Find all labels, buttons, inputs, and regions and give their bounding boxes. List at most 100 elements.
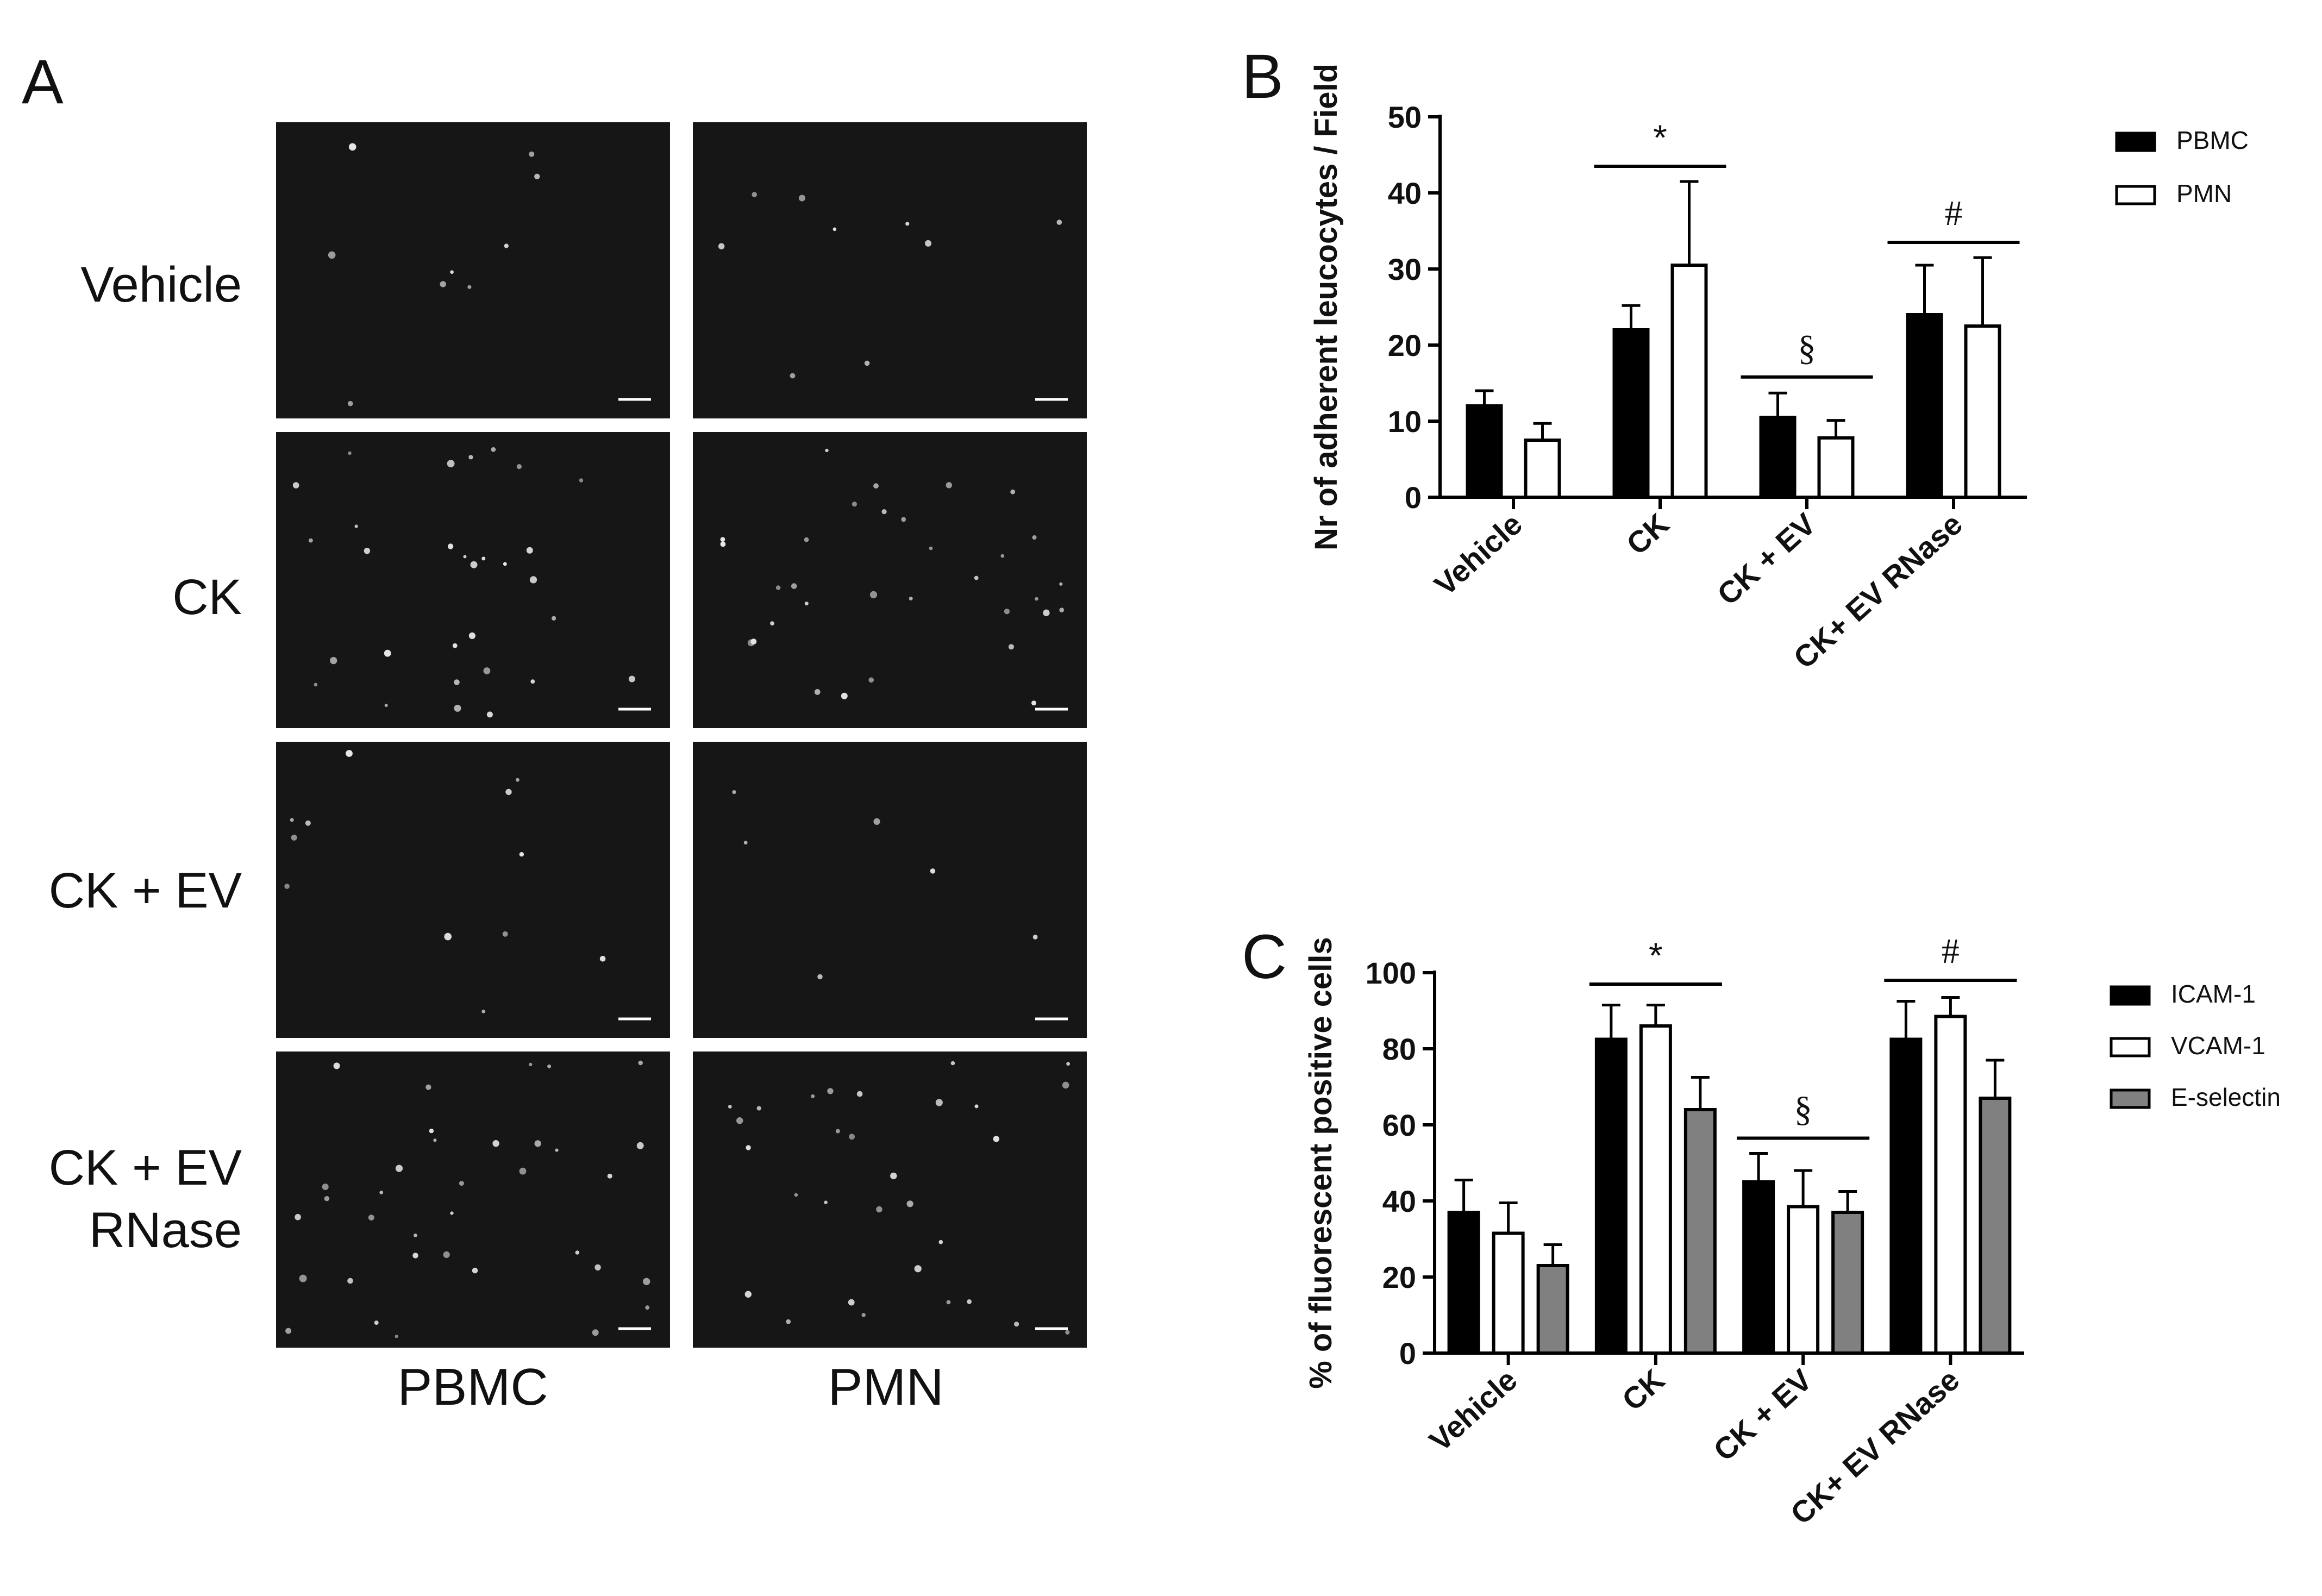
panel-c-bar (1742, 1180, 1775, 1355)
fluorescent-cell (827, 1088, 834, 1094)
fluorescent-cell (575, 1250, 580, 1255)
column-label-pmn: PMN (828, 1358, 943, 1416)
fluorescent-cell (890, 1172, 897, 1180)
panel-c-legend-swatch (2110, 985, 2151, 1006)
row-label-vehicle: Vehicle (80, 257, 242, 312)
panel-c-y-tick-label: 80 (1382, 1032, 1416, 1066)
fluorescent-cell (346, 750, 353, 757)
micrograph-ck-ev-pmn (693, 742, 1087, 1038)
fluorescent-cell (330, 657, 337, 665)
panel-c-bar (1536, 1264, 1569, 1355)
panel-b-significance-symbol: * (1653, 117, 1667, 158)
fluorescent-cell (505, 788, 512, 796)
fluorescent-cell (930, 868, 936, 874)
fluorescent-cell (530, 679, 535, 684)
micrograph-background (276, 432, 670, 728)
fluorescent-cell (825, 448, 829, 453)
fluorescent-cell (804, 537, 809, 542)
fluorescent-cell (905, 222, 910, 226)
fluorescent-cell (516, 778, 520, 782)
panel-c-bar (1787, 1205, 1820, 1355)
fluorescent-cell (379, 1191, 384, 1194)
fluorescent-cell (736, 1117, 743, 1124)
fluorescent-cell (869, 591, 878, 598)
panel-b-significance-symbol: § (1798, 328, 1816, 368)
fluorescent-cell (1056, 220, 1062, 225)
fluorescent-cell (429, 1128, 434, 1134)
panel-b-legend-label: PMN (2176, 179, 2232, 208)
panel-b-bar (1817, 436, 1855, 499)
panel-b-y-tick-label: 0 (1405, 480, 1422, 515)
row-label-ck-ev-rnase-line1: CK + EV (49, 1140, 242, 1196)
fluorescent-cell (848, 1299, 855, 1306)
micrograph-vehicle-pmn (693, 122, 1087, 418)
fluorescent-cell (348, 451, 352, 455)
panel-b-bar (1524, 439, 1561, 499)
fluorescent-cell (481, 556, 486, 561)
panel-c-bar (1639, 1024, 1672, 1355)
fluorescent-cell (1014, 1322, 1019, 1327)
fluorescent-cell (1032, 535, 1037, 540)
fluorescent-cell (552, 616, 556, 621)
fluorescent-cell (395, 1335, 398, 1338)
fluorescent-cell (974, 575, 979, 580)
panel-c-bar (1979, 1097, 2012, 1355)
fluorescent-cell (347, 1278, 353, 1284)
fluorescent-cell (579, 478, 584, 483)
micrograph-background (276, 1052, 670, 1348)
fluorescent-cell (881, 509, 887, 515)
fluorescent-cell (1062, 1081, 1069, 1089)
fluorescent-cell (841, 692, 848, 699)
fluorescent-cell (444, 932, 452, 941)
fluorescent-cell (492, 1140, 499, 1147)
panel-b-category-label: CK (1620, 506, 1675, 561)
fluorescent-cell (374, 1320, 379, 1325)
fluorescent-cell (868, 677, 874, 683)
fluorescent-cell (516, 464, 522, 470)
panel-b-bar (1466, 404, 1503, 499)
fluorescent-cell (447, 543, 454, 549)
fluorescent-cell (849, 1134, 855, 1140)
panel-b-y-tick-label: 30 (1388, 252, 1422, 286)
fluorescent-cell (914, 1265, 922, 1273)
fluorescent-cell (770, 621, 774, 625)
fluorescent-cell (873, 483, 879, 489)
fluorescent-cell (295, 1213, 301, 1221)
panel-c-y-tick-label: 100 (1366, 956, 1416, 990)
fluorescent-cell (852, 502, 857, 507)
fluorescent-cell (504, 243, 509, 248)
fluorescent-cell (790, 373, 796, 379)
panel-b-category-label: Vehicle (1428, 506, 1529, 602)
fluorescent-cell (946, 1300, 951, 1305)
panel-c-y-axis-title: % of fluorescent positive cells (1303, 937, 1338, 1389)
fluorescent-cell (833, 227, 837, 231)
fluorescent-cell (607, 1173, 612, 1179)
micrograph-background (276, 122, 670, 418)
fluorescent-cell (452, 643, 458, 648)
fluorescent-cell (322, 1184, 329, 1190)
panel-c-bar (1831, 1211, 1864, 1355)
fluorescent-cell (529, 1062, 533, 1066)
panel-c-significance-symbol: § (1794, 1090, 1812, 1129)
fluorescent-cell (447, 460, 455, 467)
fluorescent-cell (817, 974, 823, 980)
panel-c-bar (1683, 1108, 1717, 1355)
fluorescent-cell (328, 251, 336, 259)
fluorescent-cell (1004, 609, 1010, 615)
fluorescent-cell (929, 546, 933, 550)
row-label-ck-ev: CK + EV (49, 863, 242, 918)
fluorescent-cell (364, 548, 371, 554)
panel-c: C 0 20 40 60 80 100 % of fluorescent positive … (1242, 922, 2281, 1531)
fluorescent-cell (291, 834, 297, 841)
fluorescent-cell (519, 1167, 527, 1175)
panel-a-letter: A (22, 47, 64, 117)
fluorescent-cell (519, 852, 524, 857)
fluorescent-cell (290, 818, 294, 822)
fluorescent-cell (440, 281, 446, 287)
fluorescent-cell (463, 555, 467, 559)
fluorescent-cell (720, 537, 725, 542)
micrograph-ck-pbmc (276, 432, 670, 728)
fluorescent-cell (459, 1181, 464, 1186)
fluorescent-cell (750, 639, 757, 644)
